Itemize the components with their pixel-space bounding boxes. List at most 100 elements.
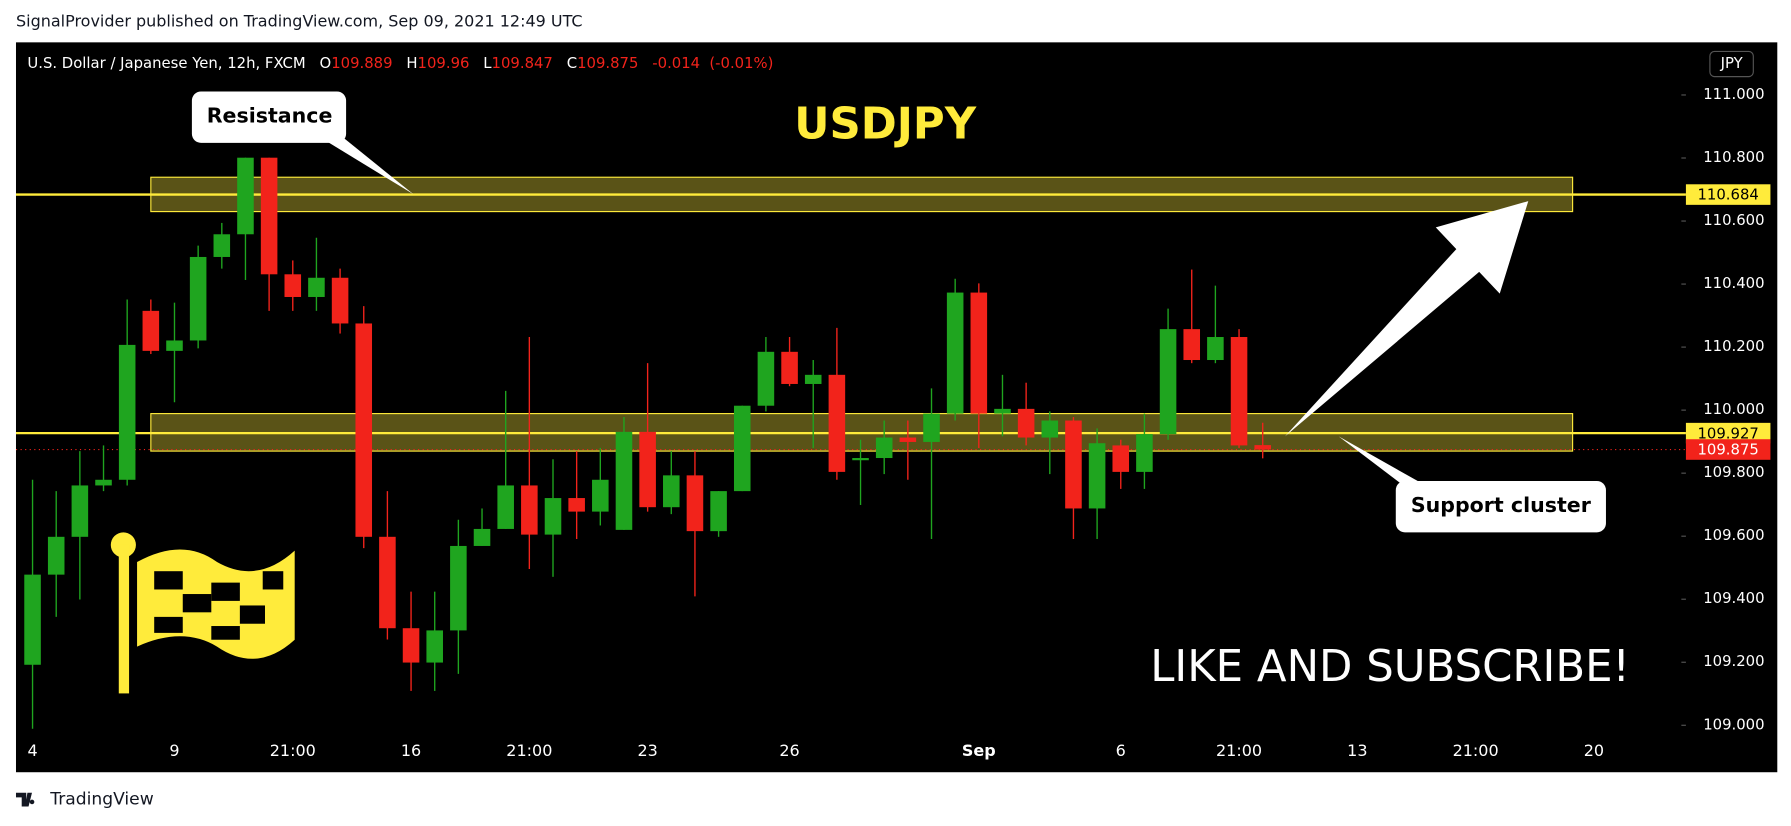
y-tick-label: 109.000	[1703, 716, 1764, 733]
price-label-box	[1685, 422, 1771, 444]
price-label-box	[1685, 184, 1771, 205]
candle-body	[1065, 420, 1082, 509]
x-tick-label: 21:00	[1216, 741, 1262, 760]
x-tick-label: 4	[27, 741, 37, 760]
candle-body	[473, 528, 491, 546]
candle-body	[260, 157, 278, 275]
candle-body	[521, 485, 538, 535]
legend-value: 109.847	[492, 55, 553, 72]
footer: TradingView	[49, 790, 153, 810]
x-tick-label: 9	[169, 741, 179, 760]
y-tick-label: 110.400	[1703, 275, 1764, 292]
legend-value: 109.889	[331, 55, 392, 72]
candle-body	[686, 475, 704, 532]
x-tick-label: Sep	[962, 741, 996, 760]
price-label: 110.684	[1698, 187, 1759, 204]
x-tick-label: 6	[1116, 741, 1126, 760]
candle-body	[1230, 337, 1248, 446]
candle-body	[757, 351, 775, 406]
candle-body	[213, 234, 231, 257]
symbol: U.S. Dollar / Japanese Yen, 12h, FXCM	[27, 55, 305, 72]
price-label-box	[1685, 439, 1771, 460]
candle-body	[1136, 434, 1153, 472]
candle-body	[1183, 329, 1201, 361]
x-tick-label: 23	[637, 741, 657, 760]
annotation: Support cluster	[1411, 493, 1592, 517]
x-tick-label: 26	[779, 741, 799, 760]
callout-pointer	[319, 137, 414, 195]
candle-body	[923, 413, 940, 442]
candle-body	[852, 458, 869, 461]
candle-body	[71, 485, 89, 537]
candle-body	[828, 374, 846, 472]
candle-body	[402, 628, 420, 663]
y-tick-label: 109.600	[1703, 527, 1764, 544]
legend-label: H	[406, 55, 417, 72]
candle-body	[1041, 420, 1059, 438]
candle-body	[1017, 408, 1035, 438]
annotation: Resistance	[207, 104, 333, 128]
y-tick-label: 110.200	[1703, 338, 1764, 355]
candle-body	[544, 498, 562, 535]
candle-body	[970, 292, 988, 414]
candle-body	[166, 340, 183, 351]
x-tick-label: 21:00	[506, 741, 552, 760]
legend-label: L	[483, 55, 492, 72]
legend-change-percent: (-0.01%)	[709, 55, 773, 72]
candle-body	[331, 277, 349, 324]
y-tick-label: 110.800	[1703, 149, 1764, 166]
candle-body	[615, 431, 633, 530]
y-tick-label: 111.000	[1703, 86, 1764, 103]
candle-body	[142, 310, 160, 351]
legend: U.S. Dollar / Japanese Yen, 12h, FXCM O1…	[27, 55, 773, 72]
candle-body	[497, 485, 514, 529]
candle-body	[426, 630, 443, 663]
legend-label: C	[567, 55, 577, 72]
candle-body	[994, 408, 1011, 414]
candle-body	[1254, 445, 1271, 450]
candle-body	[47, 536, 65, 575]
currency-button[interactable]	[1709, 50, 1754, 78]
flag-icon	[110, 532, 295, 694]
y-tick-label: 109.400	[1703, 590, 1764, 607]
y-tick-label: 109.800	[1703, 464, 1764, 481]
candle-body	[450, 545, 467, 631]
price-label: 109.875	[1698, 442, 1759, 459]
publish-info: SignalProvider published on TradingView.…	[16, 11, 583, 30]
currency-label: JPY	[1720, 55, 1744, 72]
candle-body	[1207, 337, 1224, 361]
candle-body	[308, 277, 325, 297]
annotation: LIKE AND SUBSCRIBE!	[1150, 642, 1630, 692]
candle-body	[118, 344, 136, 480]
legend-change: -0.014	[652, 55, 700, 72]
candle-body	[237, 157, 254, 235]
candle-body	[284, 274, 302, 297]
candle-body	[189, 256, 207, 341]
price-label: 109.927	[1698, 425, 1759, 442]
x-tick-label: 21:00	[1453, 741, 1499, 760]
candle-body	[592, 479, 609, 512]
candle-body	[1159, 329, 1177, 435]
legend-label: O	[320, 55, 332, 72]
x-tick-label: 21:00	[270, 741, 316, 760]
candle-body	[639, 431, 656, 508]
candle-body	[663, 475, 680, 508]
candle-body	[781, 351, 798, 384]
callout-box	[1395, 480, 1606, 533]
chart-title: USDJPY	[794, 99, 976, 149]
plot: 109.000 109.200 109.400 109.600 109.800 110.0…	[15, 86, 1771, 760]
candle-body	[804, 374, 822, 384]
candle-body	[24, 574, 41, 665]
candle-body	[1112, 445, 1130, 472]
x-tick-label: 20	[1584, 741, 1604, 760]
candle-body	[875, 437, 893, 459]
footer-logo	[15, 792, 35, 807]
legend-value: 109.96	[418, 55, 470, 72]
candle-body	[710, 491, 727, 532]
callout-box	[191, 91, 347, 143]
x-tick-label: 16	[401, 741, 421, 760]
arrow	[1284, 201, 1529, 437]
candle-body	[95, 479, 112, 486]
